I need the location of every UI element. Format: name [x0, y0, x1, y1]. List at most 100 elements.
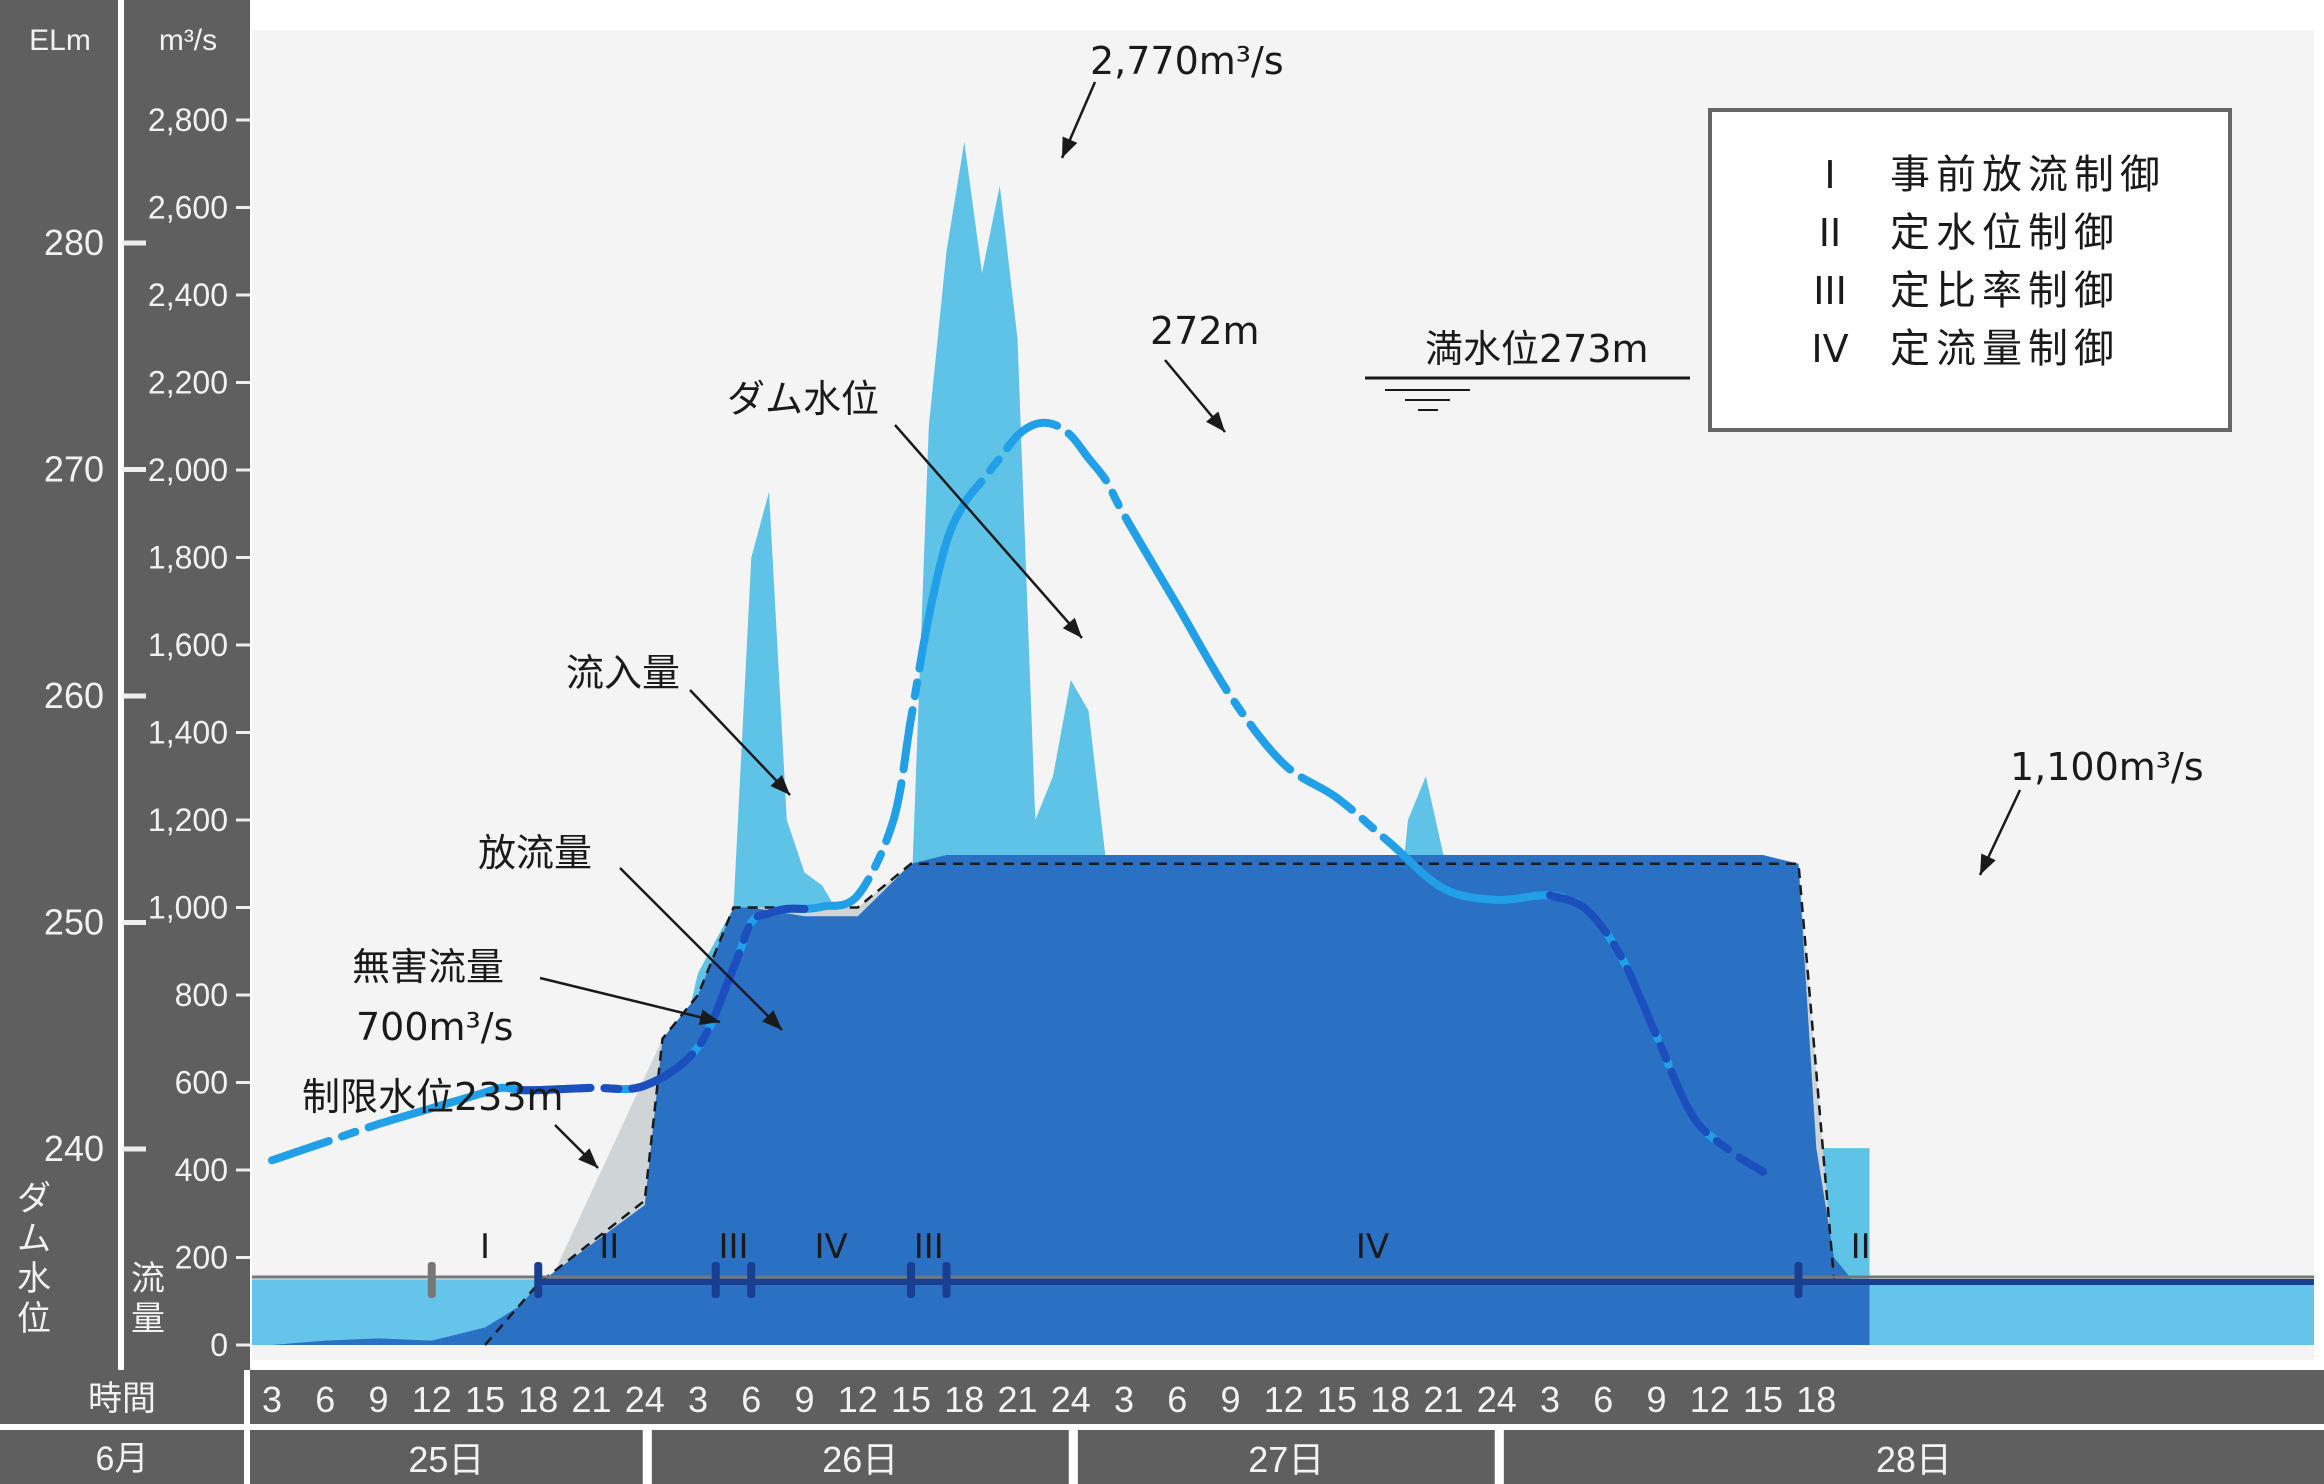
flow-tick-label: 200 — [175, 1240, 228, 1276]
date-panel — [651, 1430, 1069, 1484]
legend-text: 定水位制御 — [1890, 210, 2120, 256]
time-tick-label: 18 — [1796, 1379, 1836, 1420]
outflow-label: 放流量 — [478, 831, 592, 875]
water-level-arrow-line — [894, 424, 1083, 639]
time-tick-label: 6 — [315, 1379, 335, 1420]
peak-inflow-arrow-head — [1062, 136, 1078, 158]
elevation-axis-panel — [0, 0, 118, 1370]
flow-axis-panel — [124, 0, 250, 1370]
date-row-panels — [250, 1430, 2324, 1484]
phase-label: IV — [814, 1227, 847, 1267]
phase-boundary-mark — [907, 1262, 915, 1298]
harmless-flow-arrow-line — [539, 976, 721, 1024]
phase-label: III — [914, 1227, 944, 1267]
phase-markers — [427, 1262, 1803, 1298]
peak-level-arrow-head — [1206, 411, 1225, 432]
time-tick-label: 15 — [1317, 1379, 1357, 1420]
time-tick-label: 21 — [1423, 1379, 1463, 1420]
max-release-envelope-line — [484, 862, 1836, 1346]
inflow-arrow-line — [689, 689, 791, 796]
time-tick-label: 3 — [1114, 1379, 1134, 1420]
max-release-label: 1,100m³/s — [2010, 745, 2204, 789]
water-level-line-submerged — [516, 891, 1767, 1176]
time-tick-label: 9 — [1220, 1379, 1240, 1420]
time-tick-label: 9 — [794, 1379, 814, 1420]
flow-tick-label: 1,200 — [148, 802, 228, 838]
flow-tick-label: 600 — [175, 1065, 228, 1101]
elevation-tick-label: 250 — [44, 902, 104, 943]
elevation-tick-label: 280 — [44, 222, 104, 263]
peak-level-label: 272m — [1150, 309, 1260, 353]
legend-text: 事前放流制御 — [1890, 152, 2166, 198]
legend-symbol: IV — [1811, 327, 1848, 371]
time-tick-label: 9 — [1646, 1379, 1666, 1420]
elevation-tick-label: 260 — [44, 675, 104, 716]
legend: I 事前放流制御 II 定水位制御 III 定比率制御 IV 定流量制御 — [1811, 152, 2166, 372]
outflow-arrow-line — [619, 867, 783, 1031]
full-level-label: 満水位273m — [1425, 327, 1649, 371]
flow-tick-label: 2,800 — [148, 102, 228, 138]
water-level-arrow-head — [1062, 617, 1082, 638]
time-tick-label: 15 — [891, 1379, 931, 1420]
flow-tick-label: 1,800 — [148, 540, 228, 576]
outflow-arrow-head — [762, 1010, 782, 1030]
date-label: 26日 — [822, 1439, 898, 1480]
phase-label: III — [718, 1227, 748, 1267]
phase-boundary-mark — [1794, 1262, 1803, 1298]
harmless-flow-label: 無害流量 — [352, 945, 504, 989]
harmless-flow-value: 700m³/s — [356, 1005, 513, 1049]
date-labels: 25日 26日 27日 28日 — [408, 1439, 1952, 1480]
time-tick-label: 18 — [1370, 1379, 1410, 1420]
phase-labels: I II III IV III IV II — [480, 1227, 1871, 1267]
flow-tick-label: 2,400 — [148, 277, 228, 313]
inflow-label: 流入量 — [566, 651, 680, 695]
limit-level-label: 制限水位233m — [302, 1075, 564, 1119]
flow-tick-label: 1,400 — [148, 715, 228, 751]
elevation-axis-label: ELm — [29, 24, 91, 57]
legend-symbol: II — [1819, 211, 1841, 255]
elevation-side-char: 水 — [17, 1260, 51, 1298]
time-tick-label: 24 — [1477, 1379, 1517, 1420]
elevation-tick-label: 240 — [44, 1128, 104, 1169]
time-tick-label: 15 — [1743, 1379, 1783, 1420]
phase-label: IV — [1356, 1227, 1389, 1267]
time-tick-label: 21 — [997, 1379, 1037, 1420]
legend-text: 定比率制御 — [1890, 268, 2120, 314]
outflow-area — [272, 855, 1870, 1345]
peak-inflow-label: 2,770m³/s — [1090, 39, 1284, 83]
time-row-label: 時間 — [88, 1380, 156, 1418]
time-tick-label: 9 — [368, 1379, 388, 1420]
time-tick-label: 12 — [412, 1379, 452, 1420]
flow-side-char: 量 — [131, 1300, 165, 1338]
date-row-label: 6月 — [96, 1440, 149, 1478]
legend-symbol: III — [1813, 269, 1847, 313]
elevation-side-char: 位 — [17, 1300, 51, 1338]
elevation-tick-label: 270 — [44, 449, 104, 490]
phase-boundary-mark — [747, 1262, 756, 1298]
phase-boundary-mark — [942, 1262, 951, 1298]
time-tick-label: 24 — [625, 1379, 665, 1420]
elevation-side-char: ム — [17, 1220, 51, 1258]
water-level-label: ダム水位 — [727, 377, 879, 421]
flow-ticks: 0 200 400 600 800 1,000 1,200 1,400 1,600 1,800 2,… — [148, 102, 250, 1363]
phase-label: I — [480, 1227, 490, 1267]
date-panel — [250, 1430, 643, 1484]
date-label: 28日 — [1876, 1439, 1952, 1480]
flow-tick-label: 400 — [175, 1152, 228, 1188]
time-row-label-panel — [0, 1370, 244, 1424]
flow-tick-label: 1,600 — [148, 627, 228, 663]
max-release-arrow-head — [1980, 853, 1996, 875]
date-panel — [1077, 1430, 1495, 1484]
legend-text: 定流量制御 — [1890, 326, 2120, 372]
flow-tick-label: 800 — [175, 977, 228, 1013]
flow-tick-label: 0 — [210, 1327, 228, 1363]
time-tick-label: 3 — [688, 1379, 708, 1420]
date-label: 25日 — [408, 1439, 484, 1480]
harmless-flow-arrow-head — [698, 1009, 720, 1026]
limit-level-arrow-head — [578, 1148, 598, 1168]
time-tick-label: 12 — [838, 1379, 878, 1420]
time-tick-label: 6 — [741, 1379, 761, 1420]
elevation-ticks: 280 270 260 250 240 — [44, 222, 146, 1169]
